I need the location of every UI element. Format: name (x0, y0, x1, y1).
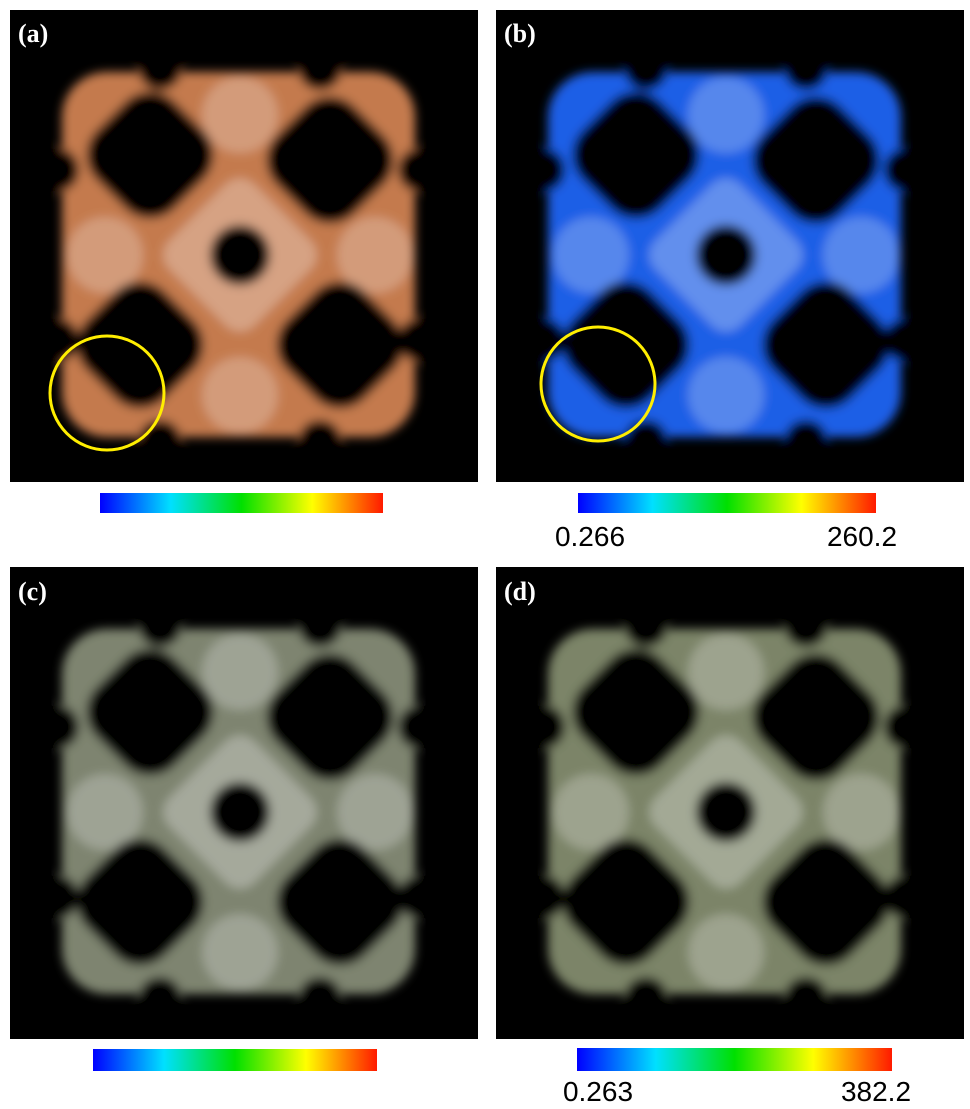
colorbar-min: 0.263 (563, 1076, 633, 1107)
panel-label: (d) (504, 577, 536, 606)
figure: (a) (b) 0.266 260.2 (c) (d) 0.263 382.2 (0, 0, 970, 1109)
colorbar (100, 493, 383, 513)
colorbar (93, 1049, 377, 1071)
panel-label: (a) (18, 19, 48, 48)
colorbar-max: 382.2 (841, 1076, 911, 1107)
colorbar-max: 260.2 (827, 521, 897, 552)
render-image (10, 10, 478, 482)
panel-label: (b) (504, 19, 536, 48)
render-image (10, 567, 478, 1039)
colorbar (577, 1048, 892, 1071)
colorbar-min: 0.266 (555, 521, 625, 552)
render-image (496, 567, 964, 1039)
panel-label: (c) (18, 577, 47, 606)
colorbar (578, 493, 876, 513)
render-image (496, 10, 964, 482)
